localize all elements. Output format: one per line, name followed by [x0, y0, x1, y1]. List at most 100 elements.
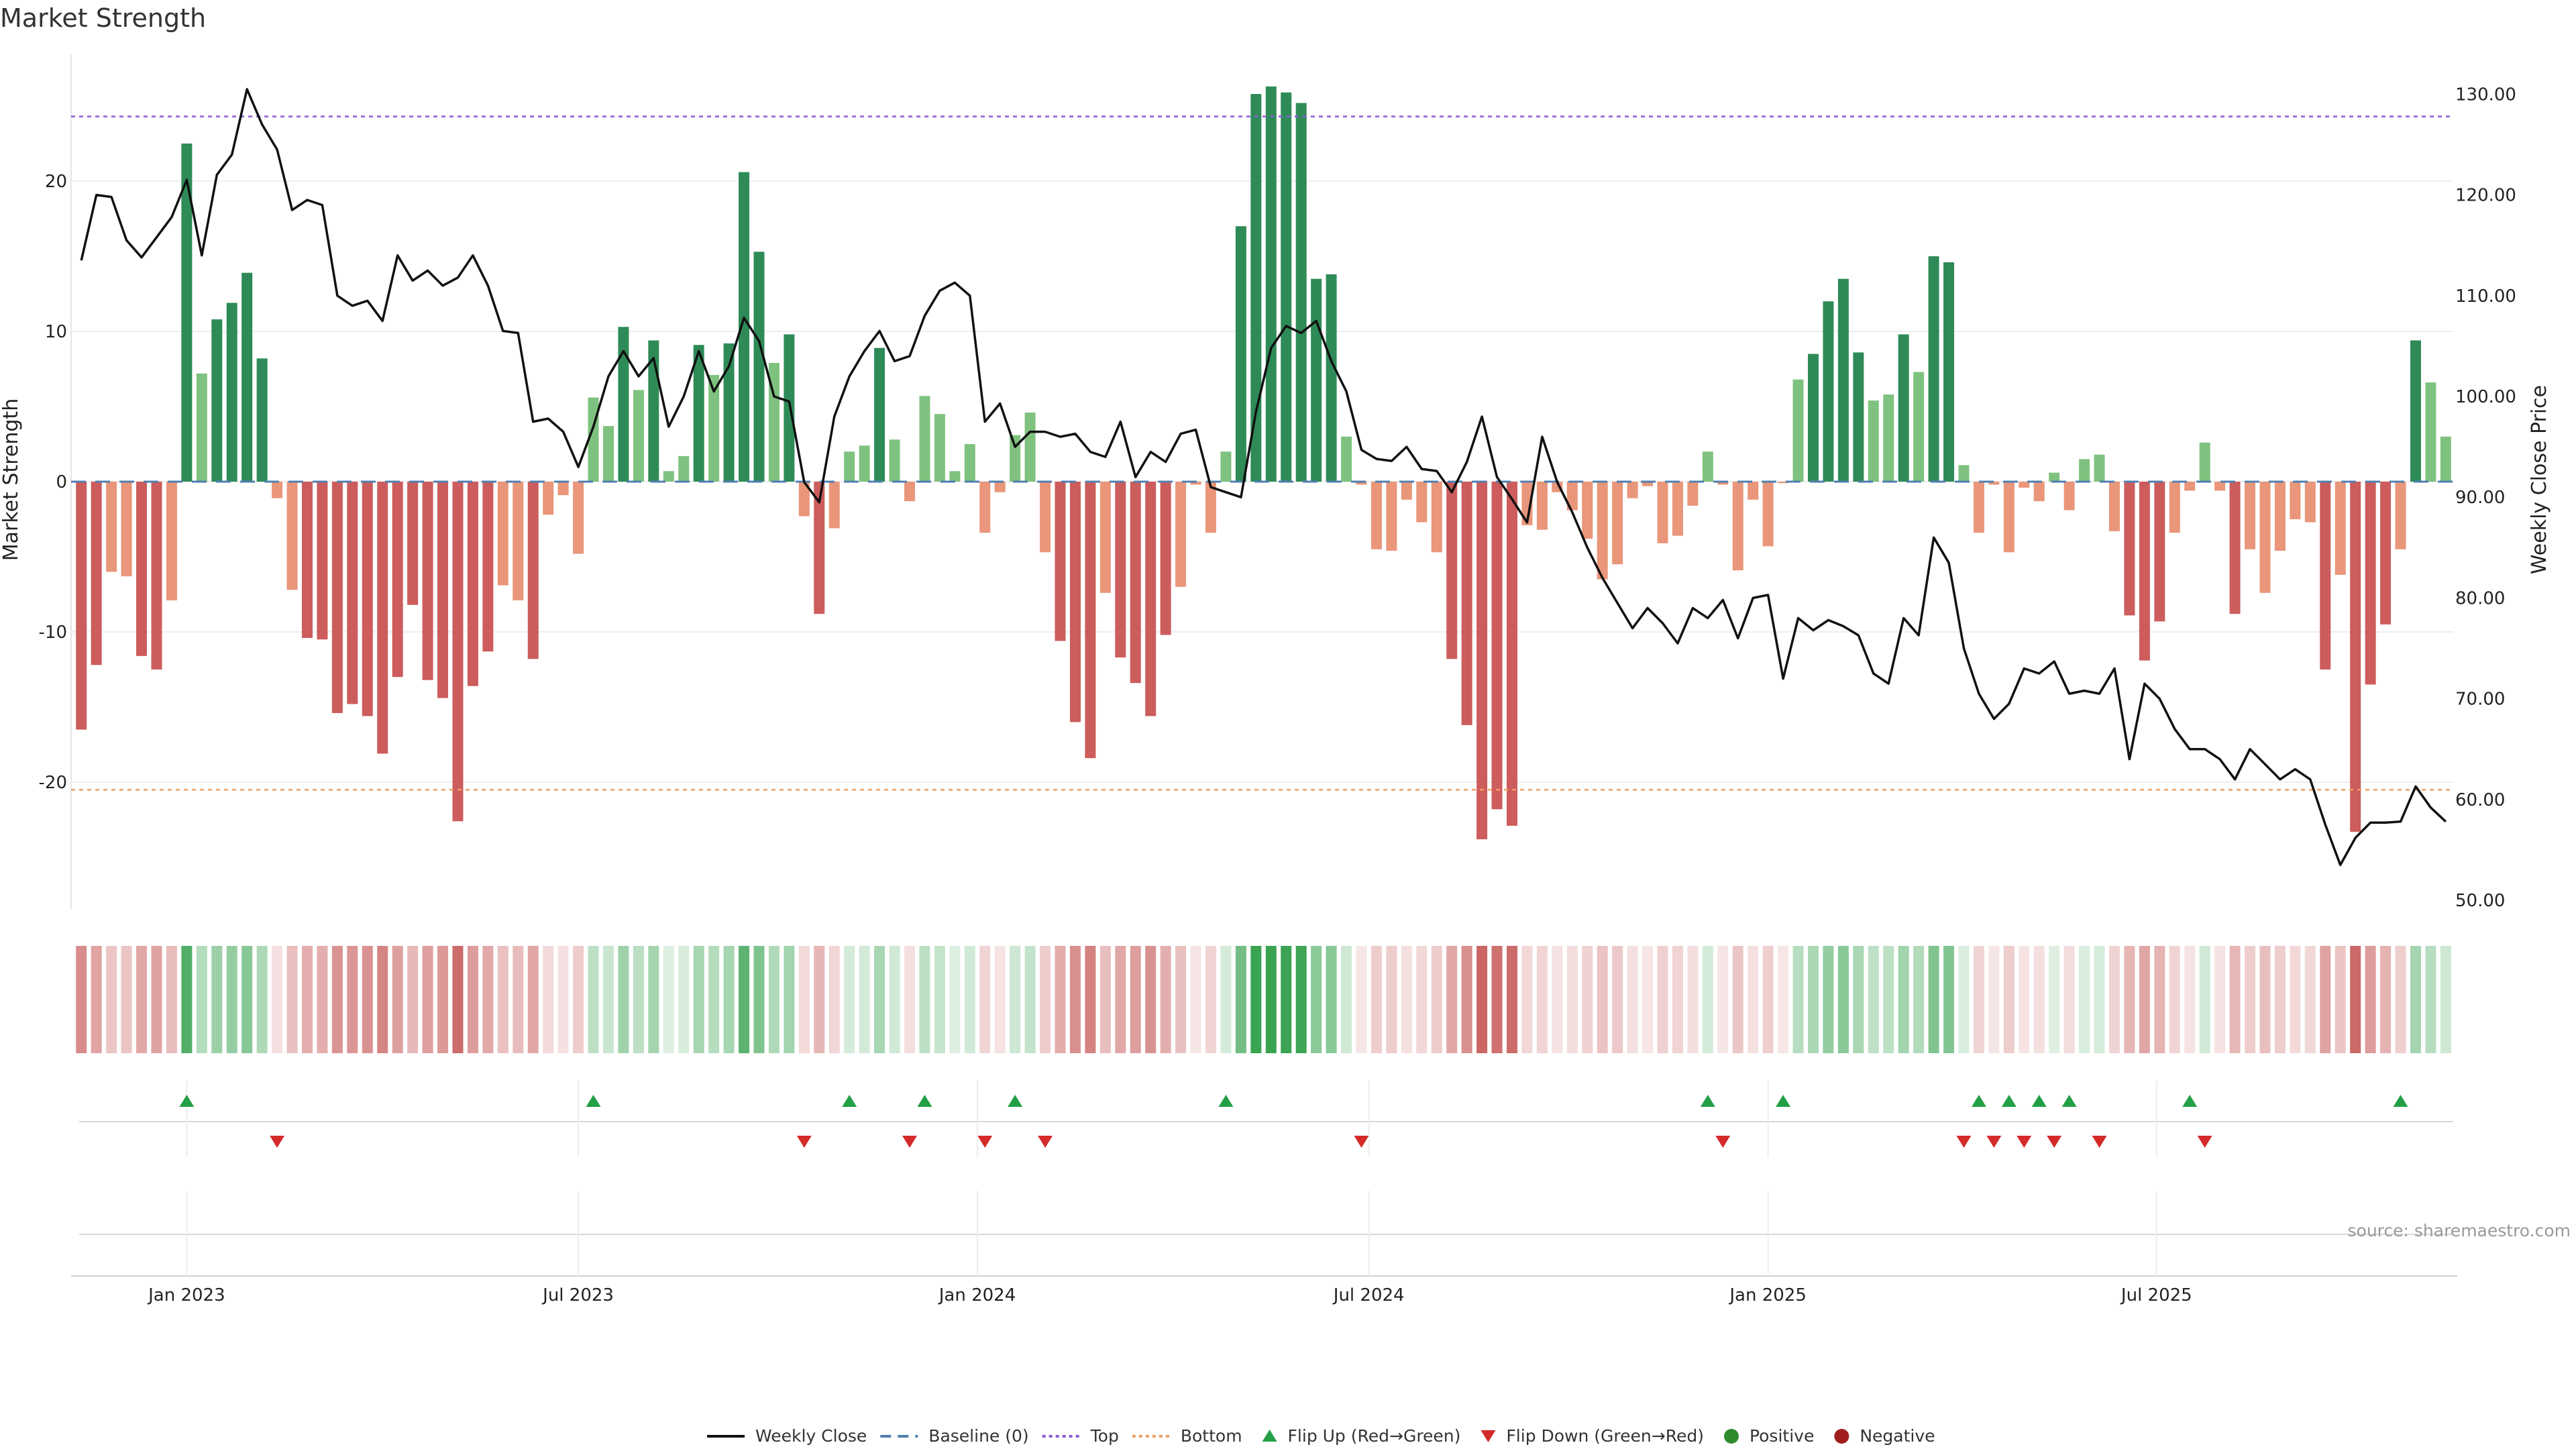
strength-bar — [1326, 274, 1337, 482]
heat-cell — [1341, 946, 1352, 1053]
flip-down-marker — [796, 1136, 812, 1148]
x-tick-label: Jan 2023 — [147, 1285, 225, 1305]
heat-cell — [106, 946, 117, 1053]
strength-bar — [2440, 436, 2451, 482]
strength-bar — [2139, 482, 2150, 661]
strength-bar — [1612, 482, 1623, 565]
heat-cell — [1416, 946, 1428, 1053]
heat-cell — [1627, 946, 1638, 1053]
heat-cell — [301, 946, 313, 1053]
heat-cell — [874, 946, 885, 1053]
heat-cell — [1973, 946, 1984, 1053]
heat-cell — [828, 946, 840, 1053]
strength-bar — [844, 451, 855, 482]
flip-up-marker — [2393, 1095, 2408, 1107]
strength-bar — [2350, 482, 2361, 832]
heat-cell — [994, 946, 1006, 1053]
strength-bar — [1190, 482, 1201, 485]
flip-down-marker — [1715, 1136, 1731, 1148]
heat-cell — [678, 946, 690, 1053]
heat-cell — [1085, 946, 1096, 1053]
heat-cell — [1295, 946, 1307, 1053]
strength-bar — [317, 482, 328, 640]
strength-bar — [256, 358, 268, 482]
strength-bar — [1115, 482, 1126, 658]
strength-bar — [151, 482, 162, 669]
flip-down-marker — [977, 1136, 993, 1148]
y2-tick-label: 80.00 — [2455, 588, 2505, 608]
heat-cell — [497, 946, 508, 1053]
heat-cell — [362, 946, 373, 1053]
strength-bar — [919, 396, 930, 482]
y-tick-label: -20 — [39, 773, 67, 793]
strength-bar — [2003, 482, 2015, 553]
flip-down-marker — [2047, 1136, 2062, 1148]
strength-bar — [1988, 482, 2000, 485]
legend: Weekly Close Baseline (0) Top Bottom Flip Up… — [707, 1426, 1935, 1446]
strength-bar — [2304, 482, 2316, 523]
heat-cell — [1250, 946, 1262, 1053]
heat-cell — [739, 946, 750, 1053]
y2-axis-label: Weekly Close Price — [2528, 385, 2551, 574]
heat-cell — [1536, 946, 1548, 1053]
heat-cell — [1597, 946, 1608, 1053]
heat-cell — [1145, 946, 1157, 1053]
strength-bar — [272, 482, 283, 498]
y-tick-label: 10 — [45, 322, 67, 342]
flip-markers — [179, 1095, 2408, 1148]
heat-cell — [2169, 946, 2180, 1053]
heat-cell — [1099, 946, 1111, 1053]
heat-cell — [753, 946, 765, 1053]
strength-bar — [1446, 482, 1458, 659]
strength-bar — [618, 327, 629, 482]
flip-down-marker — [2092, 1136, 2107, 1148]
strength-bar — [2320, 482, 2331, 669]
legend-label: Negative — [1860, 1426, 1935, 1446]
heat-cell — [2229, 946, 2241, 1053]
strength-bar — [2274, 482, 2286, 551]
strength-bar — [2245, 482, 2256, 549]
strength-bar — [2033, 482, 2045, 502]
heat-cell — [1988, 946, 2000, 1053]
heat-cell — [347, 946, 358, 1053]
strength-bar — [2094, 454, 2105, 482]
heat-cell — [76, 946, 87, 1053]
strength-bar — [1807, 354, 1819, 482]
heat-cell — [2003, 946, 2015, 1053]
heat-cell — [2184, 946, 2196, 1053]
heat-cell — [1823, 946, 1834, 1053]
strength-bar — [663, 471, 674, 482]
strength-bar — [196, 373, 207, 482]
strength-bar — [301, 482, 313, 638]
strength-bar — [633, 390, 644, 482]
strength-bar — [347, 482, 358, 704]
heat-cell — [422, 946, 433, 1053]
heat-cell — [723, 946, 735, 1053]
strength-bar — [2079, 459, 2090, 482]
heat-cell — [1040, 946, 1051, 1053]
strength-bar — [1627, 482, 1638, 498]
heat-cell — [1837, 946, 1849, 1053]
heat-cell — [482, 946, 494, 1053]
strength-bar — [1566, 482, 1578, 511]
heat-cell — [693, 946, 704, 1053]
heat-cell — [2108, 946, 2120, 1053]
heat-cell — [814, 946, 825, 1053]
heat-cell — [784, 946, 795, 1053]
strength-bar — [377, 482, 388, 754]
heat-cell — [2079, 946, 2090, 1053]
flip-down-marker — [1354, 1136, 1369, 1148]
flip-up-marker — [586, 1095, 601, 1107]
strength-bar — [166, 482, 177, 600]
strength-bar — [1416, 482, 1428, 523]
flip-down-marker — [2017, 1136, 2032, 1148]
x-tick-label: Jan 2024 — [938, 1285, 1016, 1305]
y2-tick-label: 90.00 — [2455, 488, 2505, 508]
heat-cell — [452, 946, 464, 1053]
heat-cell — [1868, 946, 1879, 1053]
heat-cell — [1807, 946, 1819, 1053]
strength-bar — [1250, 94, 1262, 482]
heat-cell — [286, 946, 298, 1053]
strength-bar — [2365, 482, 2376, 685]
